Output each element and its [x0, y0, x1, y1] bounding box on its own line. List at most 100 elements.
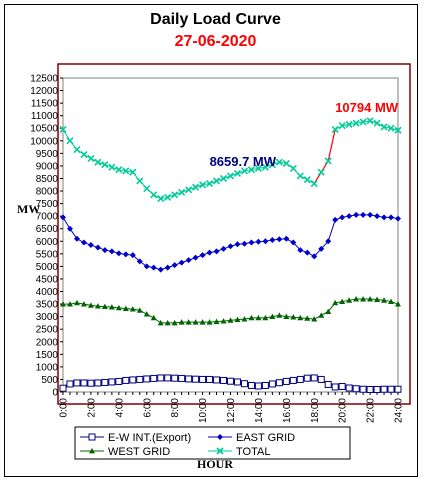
data-point-e-w-int-export: [87, 379, 95, 387]
data-point-e-w-int-export: [220, 376, 228, 384]
data-point-total: [359, 118, 367, 126]
data-point-west-grid: [346, 297, 353, 303]
data-point-e-w-int-export: [199, 375, 207, 383]
data-point-total: [394, 126, 402, 134]
data-point-total: [185, 186, 193, 194]
data-point-e-w-int-export: [303, 374, 311, 382]
legend-label-east-grid: EAST GRID: [236, 432, 295, 444]
x-tick-label: 0:00: [59, 398, 70, 418]
data-point-total: [73, 146, 81, 154]
data-point-east-grid: [115, 250, 122, 257]
data-point-total: [171, 191, 179, 199]
data-point-e-w-int-export: [115, 377, 123, 385]
data-point-total: [310, 179, 318, 188]
x-tick-label: 18:00: [310, 398, 321, 423]
data-point-e-w-int-export: [261, 381, 269, 389]
y-tick-label: 11500: [31, 99, 59, 110]
data-point-e-w-int-export: [164, 374, 172, 382]
data-point-e-w-int-export: [73, 379, 81, 387]
data-point-west-grid: [234, 316, 241, 323]
data-point-e-w-int-export: [227, 377, 234, 385]
y-tick-label: 5000: [36, 262, 59, 273]
data-point-east-grid: [199, 252, 206, 259]
data-point-west-grid: [66, 301, 73, 307]
data-point-east-grid: [171, 262, 178, 269]
data-point-e-w-int-export: [101, 378, 109, 386]
data-point-east-grid: [80, 239, 87, 246]
data-point-total: [129, 168, 137, 176]
y-tick-label: 8500: [36, 174, 59, 185]
data-point-e-w-int-export: [178, 374, 186, 382]
y-axis-label: MW: [17, 202, 40, 216]
annotation-label: 10794 MW: [335, 100, 399, 115]
data-point-east-grid: [262, 238, 269, 245]
data-point-e-w-int-export: [66, 380, 74, 388]
y-tick-label: 500: [41, 375, 58, 386]
data-point-east-grid: [136, 258, 143, 265]
data-point-e-w-int-export: [359, 385, 367, 393]
data-point-east-grid: [234, 241, 241, 248]
data-point-east-grid: [129, 252, 136, 259]
data-point-west-grid: [318, 312, 325, 318]
data-point-e-w-int-export: [373, 385, 381, 393]
data-point-e-w-int-export: [345, 384, 353, 392]
series-line-total-peak-segment: [313, 129, 336, 184]
data-point-east-grid: [220, 245, 227, 252]
data-point-east-grid: [325, 238, 332, 245]
data-point-west-grid: [129, 306, 136, 312]
data-point-east-grid: [311, 253, 318, 260]
data-point-west-grid: [325, 308, 332, 315]
legend-marker-total: [216, 447, 224, 455]
data-point-total: [373, 119, 381, 127]
data-point-east-grid: [185, 257, 192, 264]
y-tick-label: 9500: [36, 149, 59, 160]
data-point-west-grid: [178, 319, 185, 325]
data-point-e-w-int-export: [282, 377, 290, 385]
data-point-total: [115, 166, 123, 174]
data-point-e-w-int-export: [275, 379, 283, 387]
data-point-east-grid: [283, 235, 290, 242]
data-point-e-w-int-export: [380, 385, 388, 393]
data-point-east-grid: [339, 214, 346, 221]
data-point-west-grid: [311, 316, 318, 322]
data-point-west-grid: [339, 298, 346, 304]
annotation-label: 8659.7 MW: [210, 154, 277, 169]
x-tick-label: 6:00: [142, 398, 153, 418]
data-point-east-grid: [206, 249, 213, 256]
y-tick-label: 9000: [36, 161, 59, 172]
data-point-total: [66, 137, 74, 145]
data-point-west-grid: [255, 314, 262, 321]
data-point-e-w-int-export: [254, 382, 262, 390]
data-point-e-w-int-export: [394, 385, 402, 393]
x-tick-label: 22:00: [366, 398, 377, 423]
data-point-west-grid: [136, 307, 143, 313]
data-point-e-w-int-export: [240, 380, 248, 388]
data-point-east-grid: [73, 235, 80, 242]
data-point-west-grid: [115, 304, 122, 311]
data-point-east-grid: [360, 211, 367, 218]
data-point-east-grid: [101, 247, 108, 254]
y-tick-label: 7500: [36, 199, 59, 210]
data-point-total: [192, 183, 200, 191]
data-point-east-grid: [227, 243, 234, 250]
data-point-total: [233, 169, 242, 178]
data-point-total: [101, 161, 109, 169]
data-point-west-grid: [60, 301, 66, 307]
data-point-total: [352, 119, 360, 127]
data-point-west-grid: [199, 319, 206, 325]
data-point-east-grid: [248, 239, 255, 246]
x-tick-label: 16:00: [282, 398, 293, 423]
legend-marker-west-grid: [89, 448, 95, 454]
data-point-e-w-int-export: [310, 374, 318, 382]
data-point-total: [164, 193, 172, 201]
data-point-e-w-int-export: [233, 378, 241, 386]
chart-date: 27-06-2020: [174, 33, 257, 50]
data-point-total: [366, 117, 374, 125]
data-point-total: [199, 181, 207, 189]
data-point-e-w-int-export: [247, 381, 255, 389]
data-point-e-w-int-export: [171, 374, 179, 382]
data-point-west-grid: [220, 318, 227, 324]
x-tick-label: 12:00: [226, 398, 237, 423]
data-point-total: [226, 172, 235, 180]
data-point-west-grid: [171, 319, 178, 326]
